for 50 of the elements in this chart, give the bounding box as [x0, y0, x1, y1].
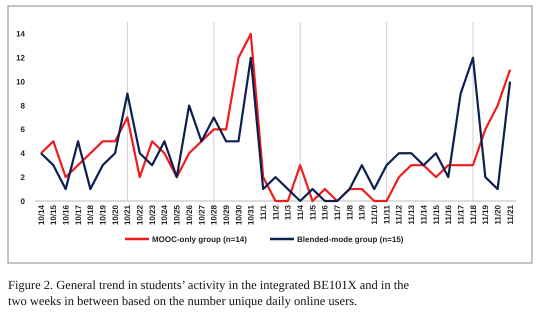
x-tick-label: 10/15 [49, 204, 58, 226]
x-tick-label: 10/28 [210, 204, 219, 226]
legend-label: Blended-mode group (n=15) [297, 234, 404, 244]
y-tick-label: 14 [16, 30, 26, 39]
x-tick-label: 10/22 [136, 204, 145, 226]
x-tick-label: 10/16 [61, 204, 70, 226]
x-tick-label: 10/21 [123, 204, 132, 226]
legend-label: MOOC-only group (n=14) [152, 234, 248, 244]
y-tick-label: 10 [16, 77, 26, 86]
y-tick-label: 4 [20, 149, 26, 158]
y-tick-label: 2 [20, 172, 26, 182]
x-tick-label: 11/19 [481, 204, 490, 225]
x-tick-label: 10/19 [98, 204, 108, 226]
y-tick-label: 12 [16, 54, 26, 63]
x-tick-label: 10/25 [172, 204, 182, 226]
x-tick-label: 11/1 [258, 204, 268, 220]
x-tick-label: 11/16 [444, 204, 454, 225]
y-tick-label: 0 [20, 196, 26, 206]
x-tick-label: 10/14 [36, 204, 46, 226]
x-tick-label: 10/26 [184, 204, 194, 226]
x-tick-label: 11/4 [296, 204, 305, 220]
x-tick-label: 10/27 [197, 204, 206, 226]
x-tick-label: 10/23 [148, 204, 157, 226]
x-tick-label: 11/6 [320, 204, 330, 220]
x-tick-label: 11/10 [370, 204, 380, 225]
x-tick-label: 10/29 [222, 204, 231, 226]
x-tick-label: 11/15 [432, 204, 441, 225]
x-tick-label: 11/20 [493, 204, 502, 225]
y-tick-label: 6 [20, 125, 26, 134]
x-tick-label: 10/18 [86, 204, 96, 226]
caption: Figure 2. General trend in students’ activity in the integrated BE101X and in the two weeks in between based on the number unique daily online users. [8, 278, 410, 308]
x-tick-label: 11/5 [308, 204, 318, 220]
x-tick-label: 11/3 [284, 204, 293, 220]
x-tick-label: 11/8 [345, 204, 354, 220]
y-tick-label: 8 [20, 101, 26, 110]
x-tick-label: 10/17 [74, 204, 83, 226]
x-tick-label: 10/24 [160, 204, 170, 226]
x-tick-label: 11/21 [506, 204, 515, 225]
x-tick-label: 11/18 [468, 204, 478, 225]
x-tick-label: 11/17 [456, 204, 466, 225]
x-tick-label: 10/31 [246, 204, 256, 226]
x-tick-label: 10/30 [234, 204, 244, 226]
x-tick-label: 10/20 [110, 204, 120, 226]
x-tick-label: 11/13 [407, 204, 416, 225]
x-tick-label: 11/11 [382, 204, 392, 224]
x-tick-label: 11/2 [271, 204, 280, 220]
x-tick-label: 11/14 [419, 204, 428, 225]
x-tick-label: 11/9 [358, 204, 367, 220]
x-tick-label: 11/12 [394, 204, 404, 225]
x-tick-label: 11/7 [333, 204, 342, 220]
